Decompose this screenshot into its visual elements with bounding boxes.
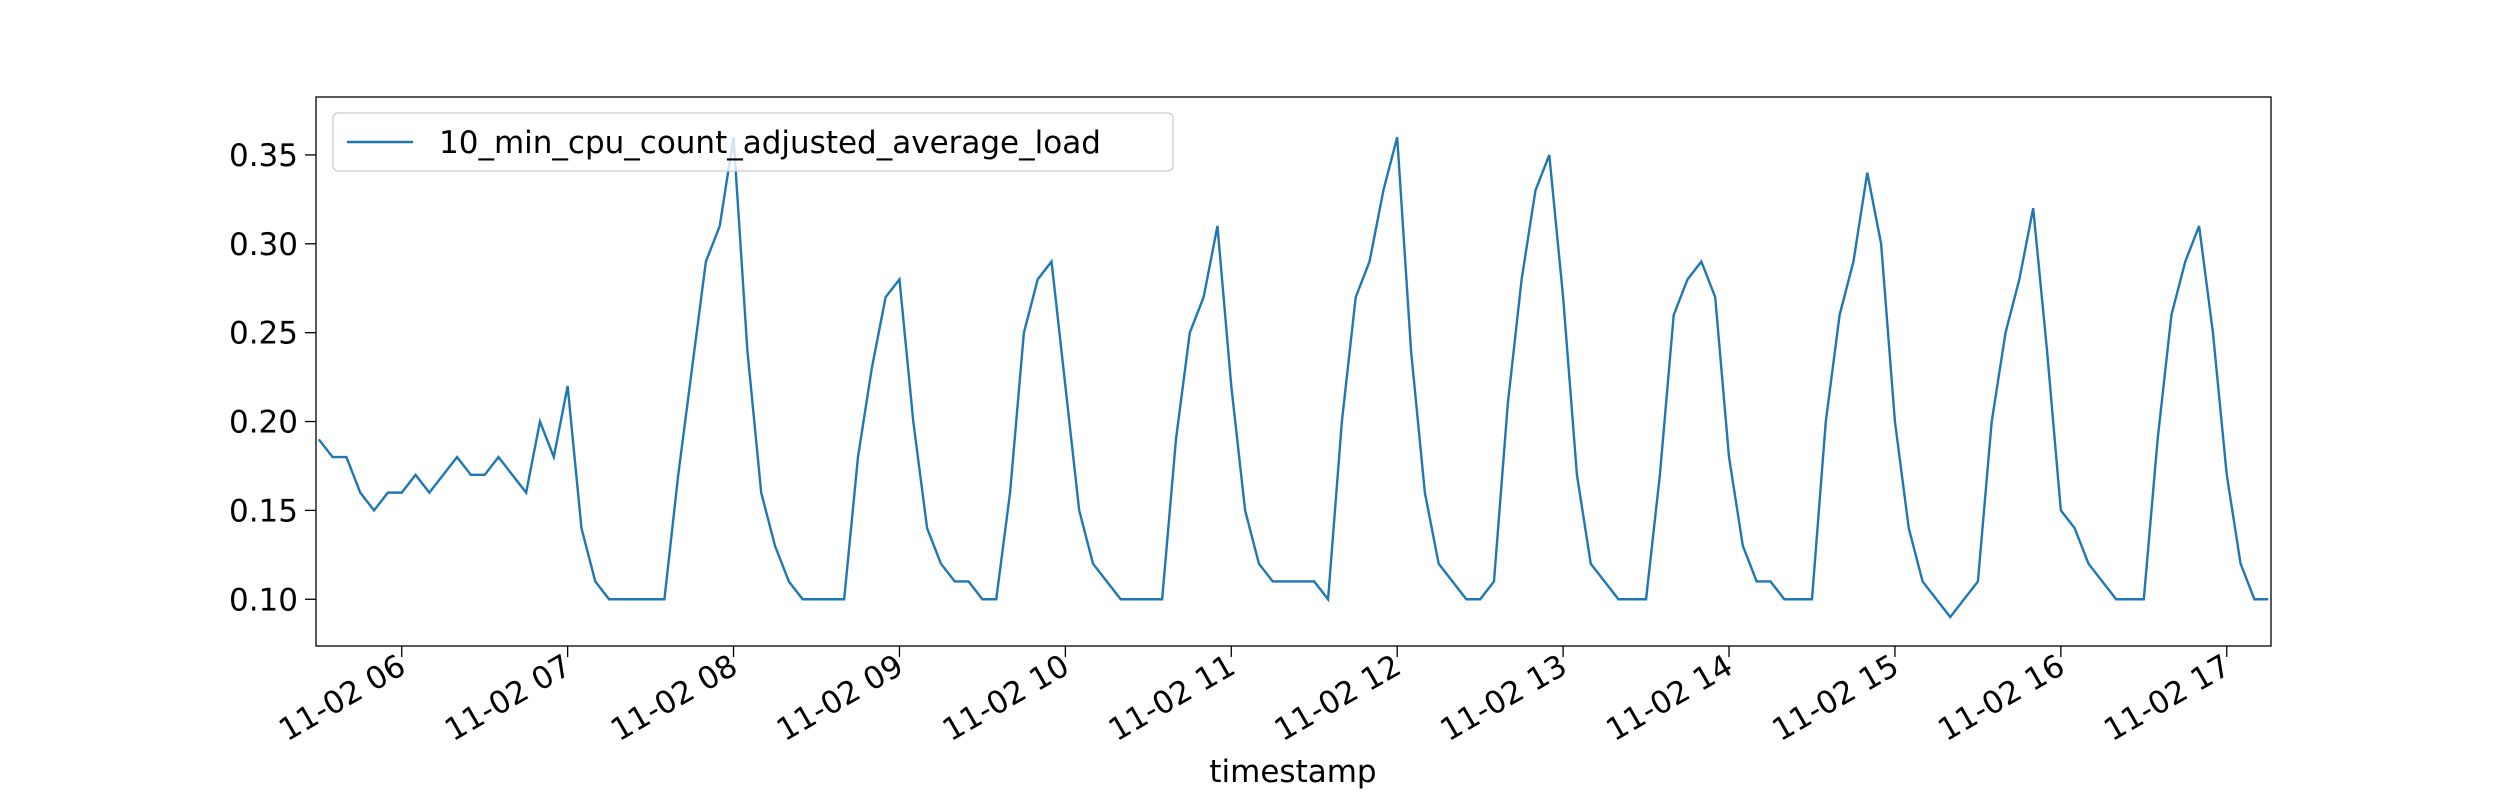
x-tick-label: 11-02 14 — [1600, 648, 1739, 749]
plot-area — [317, 136, 2269, 619]
x-tick-label: 11-02 11 — [1103, 648, 1242, 749]
y-tick-label: 0.20 — [229, 405, 298, 441]
legend-box — [332, 112, 1174, 172]
x-tick-label: 11-02 08 — [605, 648, 744, 749]
legend-label: 10_min_cpu_count_adjusted_average_load — [439, 125, 1101, 161]
y-tick-label: 0.30 — [229, 227, 298, 263]
x-tick-label: 11-02 13 — [1434, 648, 1573, 749]
plot-frame — [315, 96, 2272, 647]
x-tick-label: 11-02 09 — [771, 648, 910, 749]
x-tick-label: 11-02 12 — [1268, 648, 1407, 749]
y-tick-label: 0.25 — [229, 316, 298, 352]
x-tick-label: 11-02 17 — [2098, 648, 2237, 749]
x-axis-label: timestamp — [1209, 754, 1376, 790]
x-tick-label: 11-02 10 — [937, 648, 1076, 749]
x-tick-label: 11-02 06 — [273, 648, 412, 749]
y-tick-label: 0.35 — [229, 138, 298, 174]
data-line — [317, 136, 2269, 619]
y-tick-label: 0.15 — [229, 493, 298, 529]
y-tick-label: 0.10 — [229, 582, 298, 618]
x-tick-label: 11-02 15 — [1766, 648, 1905, 749]
x-tick-label: 11-02 16 — [1932, 648, 2071, 749]
x-tick-label: 11-02 07 — [439, 648, 578, 749]
